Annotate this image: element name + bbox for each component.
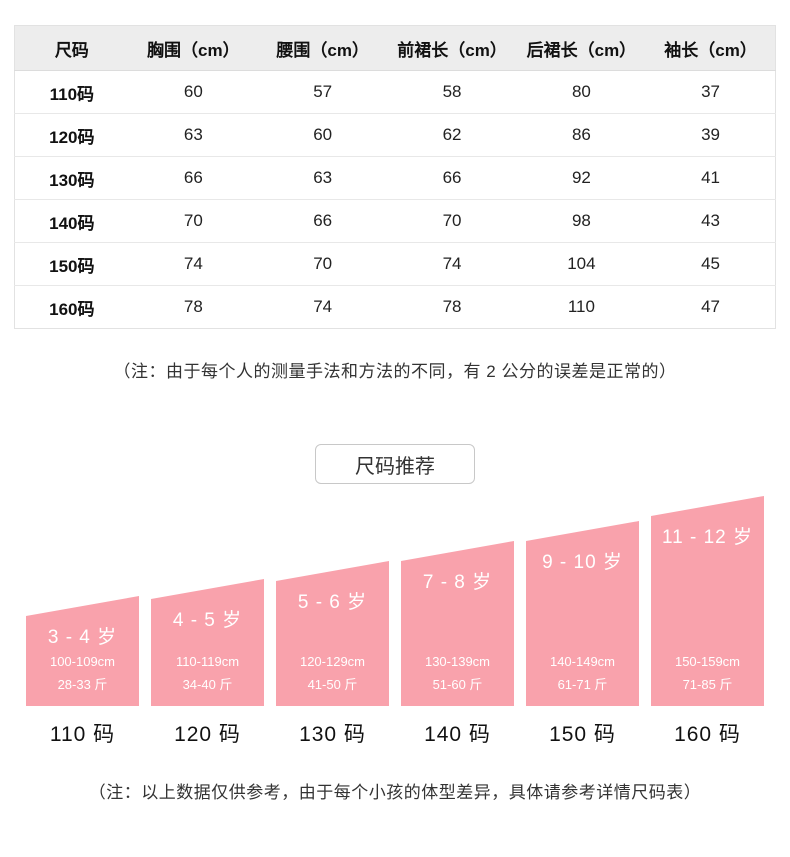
bar-weight-range: 34-40 斤 <box>182 677 233 692</box>
cell-size: 140码 <box>14 199 129 243</box>
age-bar: 7 - 8 岁 130-139cm 51-60 斤 <box>401 541 514 706</box>
cell-value: 70 <box>387 199 517 243</box>
age-bar: 4 - 5 岁 110-119cm 34-40 斤 <box>151 579 264 706</box>
cell-value: 57 <box>258 70 388 114</box>
bar-height-range: 100-109cm <box>49 654 116 669</box>
bar-weight-range: 28-33 斤 <box>57 677 108 692</box>
table-row: 140码 70 66 70 98 43 <box>14 199 776 243</box>
bar-size-label: 130 码 <box>299 723 366 746</box>
header-front-length: 前裙长（cm） <box>387 25 517 71</box>
bar-age-label: 4 - 5 岁 <box>172 610 243 631</box>
cell-size: 130码 <box>14 156 129 200</box>
header-back-length: 后裙长（cm） <box>516 25 647 71</box>
cell-value: 41 <box>646 156 776 200</box>
cell-size: 150码 <box>14 242 129 286</box>
bar-age-label: 3 - 4 岁 <box>47 627 118 648</box>
cell-value: 66 <box>128 156 258 200</box>
bar-height-range: 130-139cm <box>424 654 491 669</box>
cell-value: 58 <box>387 70 517 114</box>
table-row: 160码 78 74 78 110 47 <box>15 286 776 329</box>
size-recommend-chart: 3 - 4 岁 100-109cm 28-33 斤 4 - 5 岁 110-11… <box>0 494 790 706</box>
cell-value: 74 <box>313 297 333 316</box>
cell-value: 63 <box>258 156 388 200</box>
cell-value: 92 <box>516 156 647 200</box>
bar-weight-range: 61-71 斤 <box>557 677 608 692</box>
cell-value: 45 <box>646 242 776 286</box>
bar-size-label: 160 码 <box>674 723 741 746</box>
age-bar: 11 - 12 岁 150-159cm 71-85 斤 <box>651 496 764 706</box>
header-chest: 胸围（cm） <box>128 25 258 71</box>
bar-size-label: 150 码 <box>549 723 616 746</box>
cell-value: 66 <box>387 156 517 200</box>
size-table: 尺码 胸围（cm） 腰围（cm） 前裙长（cm） 后裙长（cm） 袖长（cm） … <box>14 25 776 329</box>
age-bar: 5 - 6 岁 120-129cm 41-50 斤 <box>276 561 389 706</box>
cell-value: 74 <box>387 242 517 286</box>
age-bar: 3 - 4 岁 100-109cm 28-33 斤 <box>26 596 139 706</box>
cell-size: 110码 <box>14 70 129 114</box>
reference-note: （注：以上数据仅供参考，由于每个小孩的体型差异，具体请参考详情尺码表） <box>88 783 702 802</box>
bar-weight-range: 51-60 斤 <box>432 677 483 692</box>
bar-height-range: 140-149cm <box>549 654 616 669</box>
cell-value: 60 <box>128 70 258 114</box>
table-header-row: 尺码 胸围（cm） 腰围（cm） 前裙长（cm） 后裙长（cm） 袖长（cm） <box>14 25 776 71</box>
table-row: 110码 60 57 58 80 37 <box>14 70 776 114</box>
table-row: 150码 74 70 74 104 45 <box>14 242 776 286</box>
cell-value: 104 <box>516 242 647 286</box>
cell-value: 98 <box>516 199 647 243</box>
cell-size: 160码 <box>49 299 95 319</box>
cell-value: 43 <box>646 199 776 243</box>
cell-value: 39 <box>646 113 776 157</box>
bar-size-label: 110 码 <box>49 723 116 746</box>
cell-size: 120码 <box>14 113 129 157</box>
cell-value: 66 <box>258 199 388 243</box>
bar-age-label: 11 - 12 岁 <box>661 527 754 548</box>
table-row: 120码 63 60 62 86 39 <box>14 113 776 157</box>
measure-note: （注：由于每个人的测量手法和方法的不同，有 2 公分的误差是正常的） <box>113 362 677 381</box>
bar-age-label: 9 - 10 岁 <box>542 552 623 573</box>
bar-age-label: 5 - 6 岁 <box>297 592 368 613</box>
header-waist: 腰围（cm） <box>258 25 388 71</box>
chart-category-labels: 110 码 120 码 130 码 140 码 150 码 160 码 <box>0 718 790 748</box>
cell-value: 74 <box>128 242 258 286</box>
bar-size-label: 140 码 <box>424 723 491 746</box>
bar-height-range: 120-129cm <box>299 654 366 669</box>
header-sleeve-length: 袖长（cm） <box>646 25 776 71</box>
cell-value: 37 <box>646 70 776 114</box>
bar-height-range: 150-159cm <box>674 654 741 669</box>
cell-value: 62 <box>387 113 517 157</box>
table-row: 130码 66 63 66 92 41 <box>14 156 776 200</box>
bar-height-range: 110-119cm <box>175 654 240 669</box>
cell-value: 60 <box>258 113 388 157</box>
cell-value: 47 <box>701 297 720 316</box>
size-recommend-badge: 尺码推荐 <box>315 444 475 484</box>
cell-value: 80 <box>516 70 647 114</box>
bar-weight-range: 71-85 斤 <box>682 677 733 692</box>
cell-value: 110 <box>567 297 595 316</box>
bar-age-label: 7 - 8 岁 <box>422 572 493 593</box>
cell-value: 86 <box>516 113 647 157</box>
cell-value: 70 <box>128 199 258 243</box>
cell-value: 63 <box>128 113 258 157</box>
header-size: 尺码 <box>14 25 129 71</box>
bar-size-label: 120 码 <box>174 723 241 746</box>
size-table-section: 尺码 胸围（cm） 腰围（cm） 前裙长（cm） 后裙长（cm） 袖长（cm） … <box>14 25 776 329</box>
cell-value: 78 <box>442 297 462 316</box>
cell-value: 78 <box>183 297 203 316</box>
cell-value: 70 <box>258 242 388 286</box>
bar-weight-range: 41-50 斤 <box>307 677 358 692</box>
age-bar: 9 - 10 岁 140-149cm 61-71 斤 <box>526 521 639 706</box>
